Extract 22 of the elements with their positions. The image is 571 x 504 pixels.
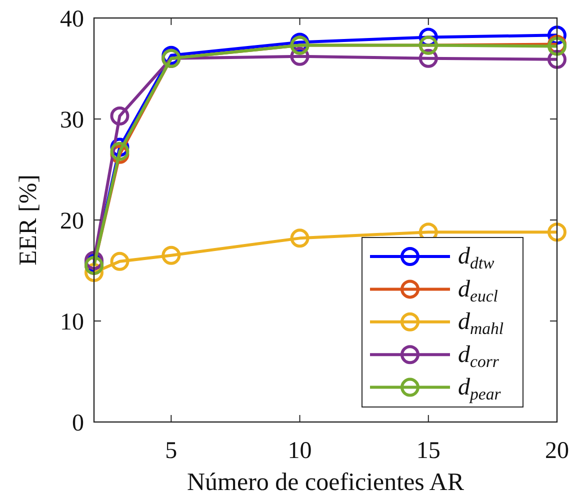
legend-label: d$_{eucl}$ — [458, 276, 498, 306]
legend-label: d$_{dtw}$ — [458, 244, 496, 273]
x-tick-label: 5 — [165, 438, 178, 464]
point — [548, 222, 566, 242]
point — [162, 246, 181, 265]
point — [110, 252, 130, 271]
point — [110, 106, 130, 126]
y-tick-label: 20 — [60, 208, 84, 234]
point — [290, 228, 310, 248]
x-axis-title: Número de coeficientes AR — [187, 469, 464, 496]
legend-label: d$_{corr}$ — [458, 342, 500, 371]
x-tick-label: 10 — [288, 438, 312, 464]
point — [110, 142, 130, 161]
y-tick-label: 10 — [60, 309, 84, 336]
y-tick-label: 40 — [60, 6, 84, 32]
x-tick-label: 20 — [545, 438, 569, 464]
y-axis-title: EER [%] — [15, 174, 42, 266]
legend-label: d$_{mahl}$ — [458, 309, 504, 338]
x-tick-label: 15 — [416, 438, 440, 464]
y-tick-label: 0 — [72, 410, 84, 436]
legend-label: d$_{pear}$ — [458, 374, 502, 404]
y-tick-label: 30 — [60, 107, 84, 134]
